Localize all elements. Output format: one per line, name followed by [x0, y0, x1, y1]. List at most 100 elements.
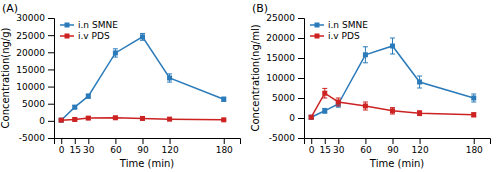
tick-label: 10000: [16, 82, 45, 92]
tick: 180: [216, 138, 233, 155]
axis-line: [48, 19, 55, 139]
tick-label: 25000: [266, 13, 295, 23]
y-axis-title: Concentration(ng/ml): [250, 24, 261, 131]
legend-item: i.n SMNE: [310, 20, 368, 30]
error-bar: [417, 76, 422, 88]
tick-mark: [420, 138, 421, 144]
tick: 0: [309, 138, 315, 155]
axis-line: [55, 139, 241, 145]
tick: 120: [161, 138, 178, 155]
legend-item: i.v PDS: [310, 31, 360, 41]
tick: 15: [320, 138, 331, 155]
tick: 10000: [266, 73, 304, 83]
error-bar: [309, 116, 314, 119]
line: [311, 46, 474, 117]
tick: 60: [360, 138, 372, 155]
tick: 5000: [272, 93, 304, 103]
error-bar: [72, 105, 77, 108]
tick: 30: [83, 138, 95, 155]
marker: [336, 100, 341, 105]
tick: 5000: [22, 99, 54, 109]
legend-label: i.v PDS: [78, 31, 110, 41]
tick-mark: [298, 118, 304, 119]
marker: [59, 118, 64, 123]
series: [59, 115, 227, 122]
error-bar: [363, 47, 368, 63]
tick-mark: [338, 138, 339, 144]
series: [309, 38, 477, 120]
marker: [221, 97, 226, 102]
plot-area: [309, 38, 477, 120]
marker: [140, 116, 145, 121]
line: [61, 37, 224, 120]
legend: i.n SMNEi.v PDS: [310, 20, 368, 41]
y-axis: -5000050001000015000200002500030000: [16, 13, 54, 143]
marker: [322, 108, 327, 113]
tick-label: 0: [39, 116, 45, 126]
tick-label: -5000: [19, 133, 45, 143]
marker: [86, 94, 91, 99]
tick-label: 120: [161, 145, 178, 155]
error-bar: [140, 33, 145, 40]
y-axis: -5000 0 5000 10000 15000 20000 25000: [266, 13, 304, 143]
marker: [140, 34, 145, 39]
y-axis-title: Concentration(ng/g): [0, 27, 11, 128]
tick: 15000: [16, 65, 54, 75]
x-axis-title: Time (min): [369, 158, 424, 169]
marker: [72, 117, 77, 122]
tick: 60: [110, 138, 122, 155]
tick: 15000: [266, 53, 304, 63]
tick-mark: [298, 98, 304, 99]
error-bar: [471, 113, 476, 117]
axis-line: [298, 19, 305, 139]
marker: [167, 76, 172, 81]
marker: [417, 111, 422, 116]
marker: [309, 115, 314, 120]
axis-line: [305, 139, 491, 145]
legend-marker: [315, 34, 320, 39]
tick: 15: [70, 138, 81, 155]
tick-mark: [48, 104, 54, 105]
error-bar: [336, 98, 341, 106]
tick-mark: [48, 52, 54, 53]
marker: [417, 80, 422, 85]
tick-mark: [48, 35, 54, 36]
tick-label: 90: [387, 145, 399, 155]
tick: 25000: [266, 13, 304, 23]
error-bar: [363, 102, 368, 110]
panel-label: (B): [252, 2, 268, 15]
marker: [72, 105, 77, 110]
tick-label: 30: [83, 145, 95, 155]
legend-label: i.n SMNE: [78, 20, 118, 30]
tick-label: 60: [360, 145, 372, 155]
series: [59, 33, 227, 122]
tick-mark: [224, 138, 225, 144]
tick-label: 20000: [266, 33, 295, 43]
tick-label: 90: [137, 145, 149, 155]
tick-mark: [325, 138, 326, 144]
tick-mark: [48, 87, 54, 88]
tick-mark: [48, 69, 54, 70]
tick: 0: [59, 138, 65, 155]
error-bar: [86, 94, 91, 98]
series: [309, 88, 477, 119]
marker: [322, 91, 327, 96]
tick: 90: [137, 138, 149, 155]
tick: 30000: [16, 13, 54, 23]
error-bar: [221, 97, 226, 101]
tick-mark: [298, 138, 304, 139]
x-axis: 0 1530 60 90 120 180: [55, 138, 241, 155]
marker: [390, 44, 395, 49]
tick-mark: [298, 78, 304, 79]
tick-mark: [298, 18, 304, 19]
legend-marker: [65, 34, 70, 39]
tick-mark: [142, 138, 143, 144]
tick: 0: [289, 113, 304, 123]
tick: -5000: [19, 133, 54, 143]
tick: -5000: [269, 133, 304, 143]
tick-mark: [48, 18, 54, 19]
marker: [59, 118, 64, 123]
panel: 0 1530 60 90 120 180 -5000 0 5000 10000 15000 20000…: [0, 2, 241, 169]
tick-label: 20000: [16, 48, 45, 58]
legend: i.n SMNEi.v PDS: [60, 20, 118, 41]
